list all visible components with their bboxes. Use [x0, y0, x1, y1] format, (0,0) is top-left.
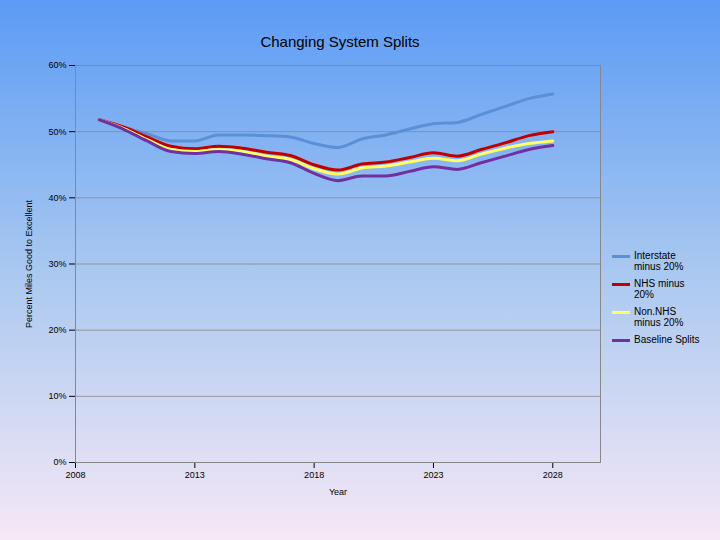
svg-text:0%: 0%: [53, 457, 66, 467]
svg-text:60%: 60%: [48, 60, 66, 70]
svg-text:Percent Miles Good to Excellen: Percent Miles Good to Excellent: [24, 199, 34, 328]
svg-text:2023: 2023: [423, 470, 443, 480]
svg-text:2028: 2028: [543, 470, 563, 480]
svg-text:50%: 50%: [48, 127, 66, 137]
svg-text:20%: 20%: [48, 325, 66, 335]
svg-text:2013: 2013: [185, 470, 205, 480]
svg-text:2018: 2018: [304, 470, 324, 480]
svg-text:10%: 10%: [48, 391, 66, 401]
svg-text:Year: Year: [329, 487, 347, 497]
svg-text:30%: 30%: [48, 259, 66, 269]
svg-text:40%: 40%: [48, 193, 66, 203]
html-text:Interstate minus 20%: Interstate minus 20%: [634, 250, 684, 272]
html-text:Non.NHS minus 20%: Non.NHS minus 20%: [634, 306, 684, 328]
svg-text:2008: 2008: [65, 470, 85, 480]
html-text:Baseline Splits: Baseline Splits: [634, 334, 700, 345]
html-text:Changing System Splits: Changing System Splits: [260, 33, 420, 50]
html-text:NHS minus 20%: NHS minus 20%: [634, 278, 685, 300]
